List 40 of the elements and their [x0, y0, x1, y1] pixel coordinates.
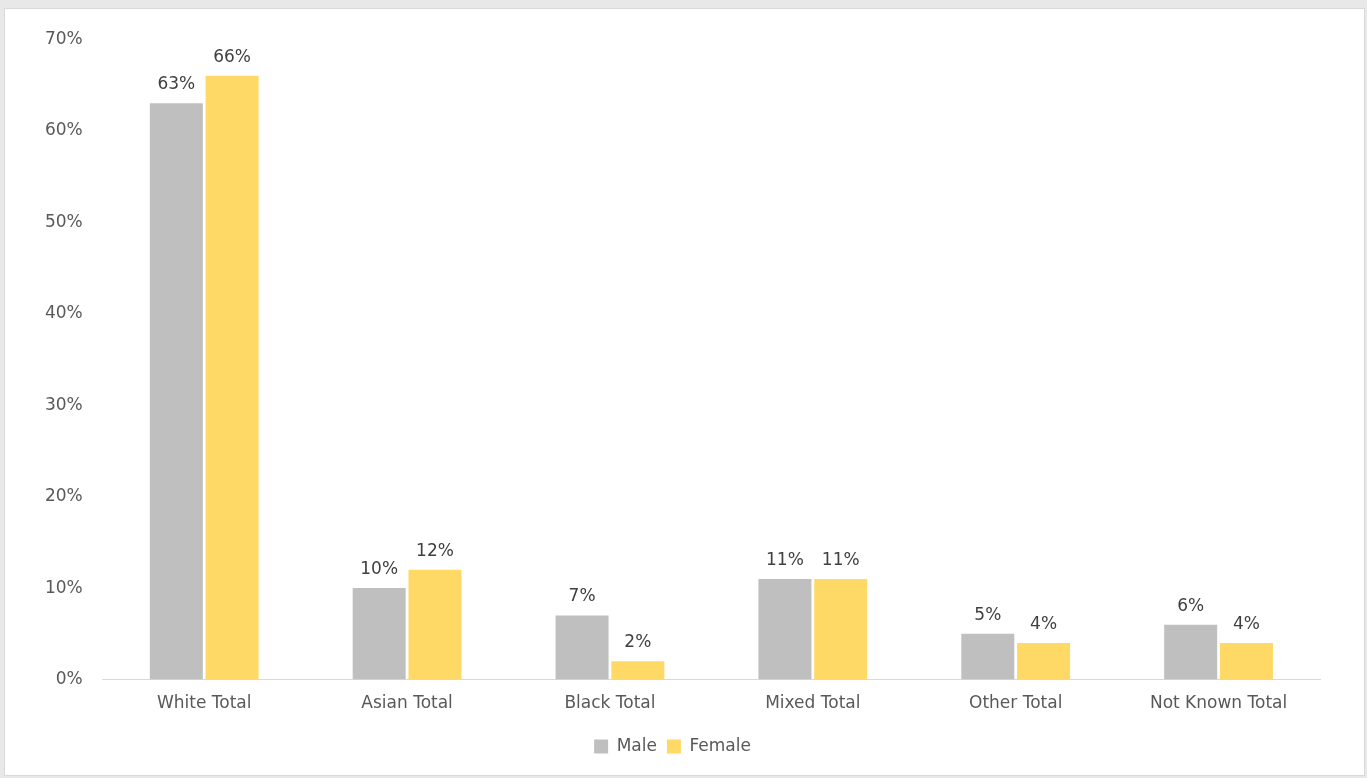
bar: [758, 578, 812, 680]
data-label: 63%: [157, 73, 196, 94]
data-label: 7%: [568, 585, 596, 606]
data-label: 4%: [1030, 612, 1058, 633]
data-label: 11%: [766, 548, 804, 569]
data-label: 5%: [974, 603, 1002, 624]
x-tick-label: Asian Total: [361, 692, 453, 713]
data-label: 10%: [360, 558, 399, 579]
data-label: 4%: [1232, 612, 1260, 633]
y-tick-label: 30%: [44, 393, 83, 414]
bar: [1164, 624, 1218, 680]
y-tick-label: 0%: [55, 668, 83, 689]
bar: [1219, 643, 1273, 680]
bar: [555, 615, 609, 680]
bar: [205, 75, 259, 680]
bar: [961, 633, 1015, 680]
x-tick-label: Not Known Total: [1149, 692, 1288, 713]
bar: [352, 588, 406, 680]
y-tick-label: 40%: [44, 302, 83, 323]
y-tick-label: 50%: [44, 210, 83, 231]
bar: [408, 569, 462, 680]
data-label: 6%: [1177, 594, 1205, 615]
data-label: 66%: [213, 45, 252, 66]
bar: [149, 103, 203, 680]
data-label: 11%: [821, 548, 860, 569]
x-tick-label: Black Total: [564, 692, 656, 713]
data-label: 12%: [416, 539, 454, 560]
bar: [814, 578, 868, 680]
y-tick-label: 20%: [44, 485, 83, 506]
y-tick-label: 60%: [44, 119, 83, 140]
data-label: 2%: [624, 631, 652, 652]
legend-label: Female: [689, 734, 751, 755]
x-tick-label: White Total: [156, 692, 252, 713]
x-tick-label: Mixed Total: [765, 692, 861, 713]
y-tick-label: 70%: [44, 27, 83, 48]
bar: [1017, 643, 1071, 680]
legend-label: Male: [616, 734, 657, 755]
y-tick-label: 10%: [44, 576, 83, 597]
x-tick-label: Other Total: [969, 692, 1063, 713]
bar: [611, 661, 665, 680]
